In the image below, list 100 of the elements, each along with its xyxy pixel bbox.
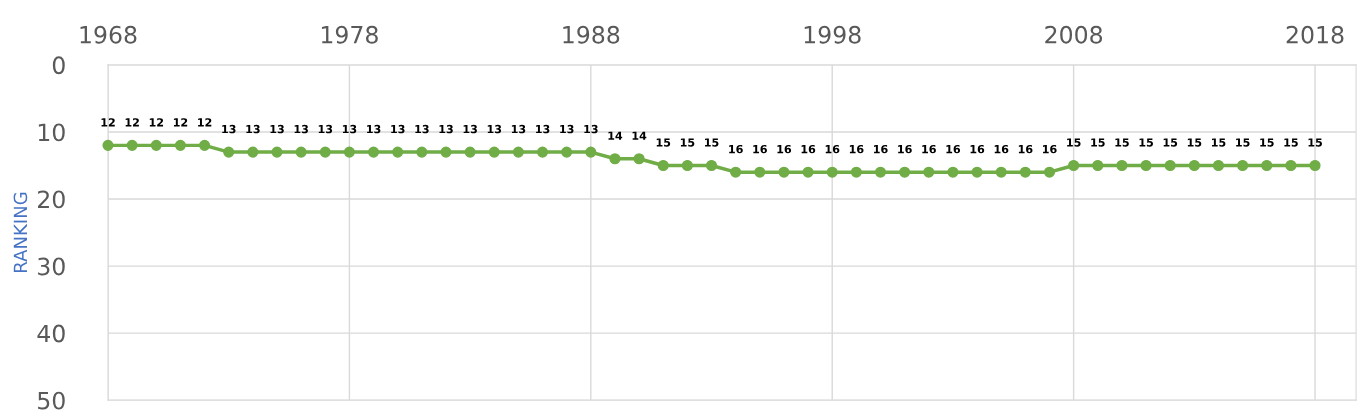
- data-label: 15: [1115, 138, 1129, 147]
- data-label: 16: [1043, 144, 1057, 154]
- point: [874, 166, 887, 178]
- data-label: 15: [1211, 138, 1226, 147]
- data-label: 16: [801, 144, 816, 154]
- point: [585, 146, 597, 158]
- data-label: 16: [825, 144, 840, 154]
- point: [174, 139, 186, 151]
- point: [416, 146, 428, 158]
- data-label: 15: [1067, 138, 1081, 147]
- point: [633, 153, 645, 165]
- data-label: 13: [367, 124, 381, 134]
- data-label: 16: [970, 144, 985, 154]
- point: [392, 146, 404, 158]
- point: [705, 159, 718, 172]
- x-tick-label: 1998: [804, 25, 861, 44]
- x-tick-label: 2008: [1045, 25, 1103, 44]
- point: [512, 146, 524, 158]
- data-label: 16: [898, 144, 912, 154]
- point: [802, 166, 814, 178]
- data-label: 16: [1018, 144, 1033, 154]
- data-label: 12: [101, 118, 115, 127]
- data-label: 13: [342, 124, 357, 134]
- data-label: 12: [149, 118, 164, 127]
- point: [850, 166, 862, 178]
- point: [102, 139, 114, 151]
- data-label: 16: [922, 144, 936, 154]
- data-label: 16: [777, 144, 792, 154]
- data-label: 12: [198, 118, 212, 127]
- point: [271, 146, 283, 158]
- x-tick-label: 1968: [80, 25, 137, 44]
- data-label: 13: [270, 124, 284, 134]
- data-label: 16: [994, 144, 1009, 154]
- data-label: 15: [1163, 138, 1178, 147]
- data-label: 16: [874, 144, 888, 154]
- data-label: 13: [222, 124, 236, 134]
- point: [947, 166, 959, 178]
- point: [778, 166, 790, 178]
- data-label: 13: [246, 124, 260, 134]
- point: [995, 166, 1007, 178]
- point: [1188, 159, 1200, 172]
- point: [923, 166, 935, 178]
- data-label: 15: [680, 138, 695, 147]
- point: [223, 146, 235, 158]
- data-label: 13: [439, 124, 453, 134]
- data-label: 15: [1091, 138, 1105, 147]
- point: [247, 146, 259, 158]
- data-label: 14: [632, 131, 647, 140]
- point: [1116, 159, 1128, 172]
- data-label: 13: [391, 124, 405, 134]
- data-label: 15: [656, 138, 671, 147]
- point: [1019, 166, 1031, 178]
- point: [1043, 166, 1056, 178]
- point: [899, 166, 911, 178]
- point: [367, 146, 380, 158]
- data-label: 13: [584, 124, 598, 134]
- y-tick-label: 50: [38, 391, 65, 410]
- point: [1237, 159, 1249, 172]
- x-tick-label: 2018: [1286, 25, 1344, 44]
- data-label: 13: [536, 124, 550, 134]
- y-tick-label: 30: [38, 257, 65, 276]
- point: [126, 139, 138, 151]
- data-label: 13: [560, 124, 574, 134]
- point: [198, 139, 211, 151]
- data-label: 13: [511, 124, 526, 134]
- data-label: 15: [1260, 138, 1274, 147]
- data-label: 16: [729, 144, 743, 154]
- y-axis-title: RANKING: [13, 192, 28, 272]
- data-label: 13: [318, 124, 333, 134]
- point: [440, 146, 452, 158]
- data-label: 13: [294, 124, 308, 134]
- point: [657, 159, 669, 172]
- data-label: 12: [173, 118, 188, 127]
- data-label: 15: [705, 138, 719, 147]
- point: [343, 146, 355, 158]
- y-tick-label: 10: [38, 123, 65, 142]
- point: [730, 166, 742, 178]
- data-label: 15: [1187, 138, 1202, 147]
- point: [1309, 159, 1321, 172]
- point: [826, 166, 838, 178]
- point: [609, 153, 621, 165]
- data-label: 15: [1284, 138, 1298, 147]
- y-tick-label: 40: [37, 324, 65, 343]
- point: [488, 146, 500, 158]
- point: [1261, 159, 1273, 172]
- point: [295, 146, 307, 158]
- point: [150, 139, 162, 151]
- point: [536, 146, 549, 158]
- point: [754, 166, 766, 178]
- data-label: 16: [753, 144, 767, 154]
- point: [1285, 159, 1297, 172]
- data-label: 15: [1308, 138, 1322, 147]
- data-label: 13: [463, 124, 477, 134]
- x-tick-label: 1988: [563, 25, 620, 44]
- point: [464, 146, 476, 158]
- y-tick-label: 20: [38, 190, 65, 209]
- data-label: 16: [849, 144, 864, 154]
- point: [1092, 159, 1104, 172]
- point: [1068, 159, 1080, 172]
- point: [971, 166, 983, 178]
